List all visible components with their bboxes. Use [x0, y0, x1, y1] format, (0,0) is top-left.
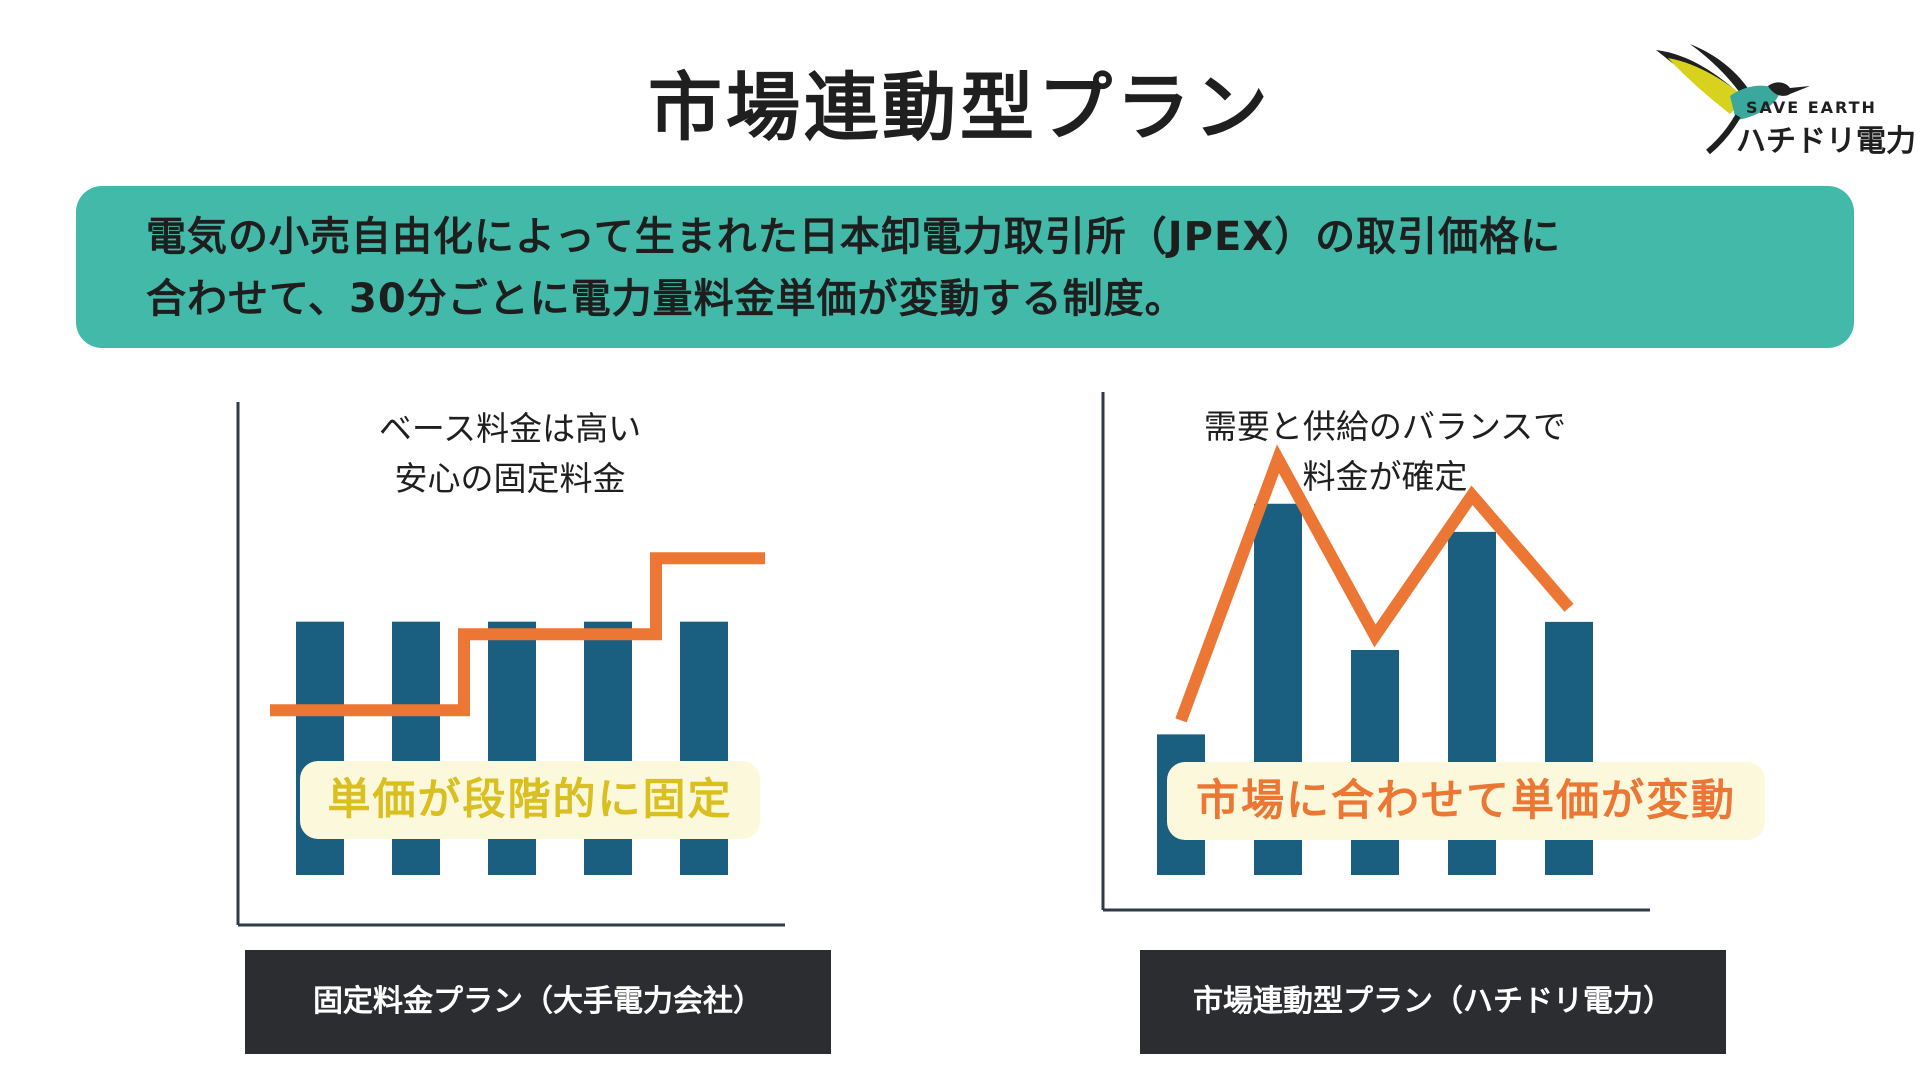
price-line [1175, 444, 1574, 723]
fixed-rate-caption: ベース料金は高い 安心の固定料金 [320, 404, 700, 504]
logo-tagline: SAVE EARTH [1746, 98, 1877, 117]
market-linked-chart: 需要と供給のバランスで 料金が確定 市場に合わせて単価が変動 [1095, 390, 1765, 930]
fixed-rate-chart: ベース料金は高い 安心の固定料金 単価が段階的に固定 [230, 400, 830, 940]
fixed-rate-callout: 単価が段階的に固定 [300, 761, 760, 839]
fixed-rate-caption-line-2: 安心の固定料金 [394, 459, 626, 498]
price-line [270, 552, 765, 717]
fixed-rate-caption-line-1: ベース料金は高い [378, 409, 642, 448]
market-linked-caption-line-1: 需要と供給のバランスで [1203, 407, 1567, 446]
market-linked-plan-label: 市場連動型プラン（ハチドリ電力） [1140, 950, 1726, 1054]
logo-brand-name: ハチドリ電力 [1736, 124, 1916, 159]
page-title: 市場連動型プラン [648, 65, 1272, 151]
intro-box: 電気の小売自由化によって生まれた日本卸電力取引所（JPEX）の取引価格に 合わせ… [76, 186, 1854, 348]
hachidori-logo: SAVE EARTH ハチドリ電力 [1650, 36, 1916, 159]
hummingbird-icon [1656, 44, 1810, 155]
market-linked-callout: 市場に合わせて単価が変動 [1167, 762, 1765, 840]
intro-line-2: 合わせて、30分ごとに電力量料金単価が変動する制度。 [146, 276, 1186, 322]
fixed-rate-plan-label: 固定料金プラン（大手電力会社） [245, 950, 831, 1054]
market-linked-caption: 需要と供給のバランスで 料金が確定 [1185, 402, 1585, 502]
intro-line-1: 電気の小売自由化によって生まれた日本卸電力取引所（JPEX）の取引価格に [146, 214, 1562, 260]
market-linked-caption-line-2: 料金が確定 [1302, 457, 1468, 496]
